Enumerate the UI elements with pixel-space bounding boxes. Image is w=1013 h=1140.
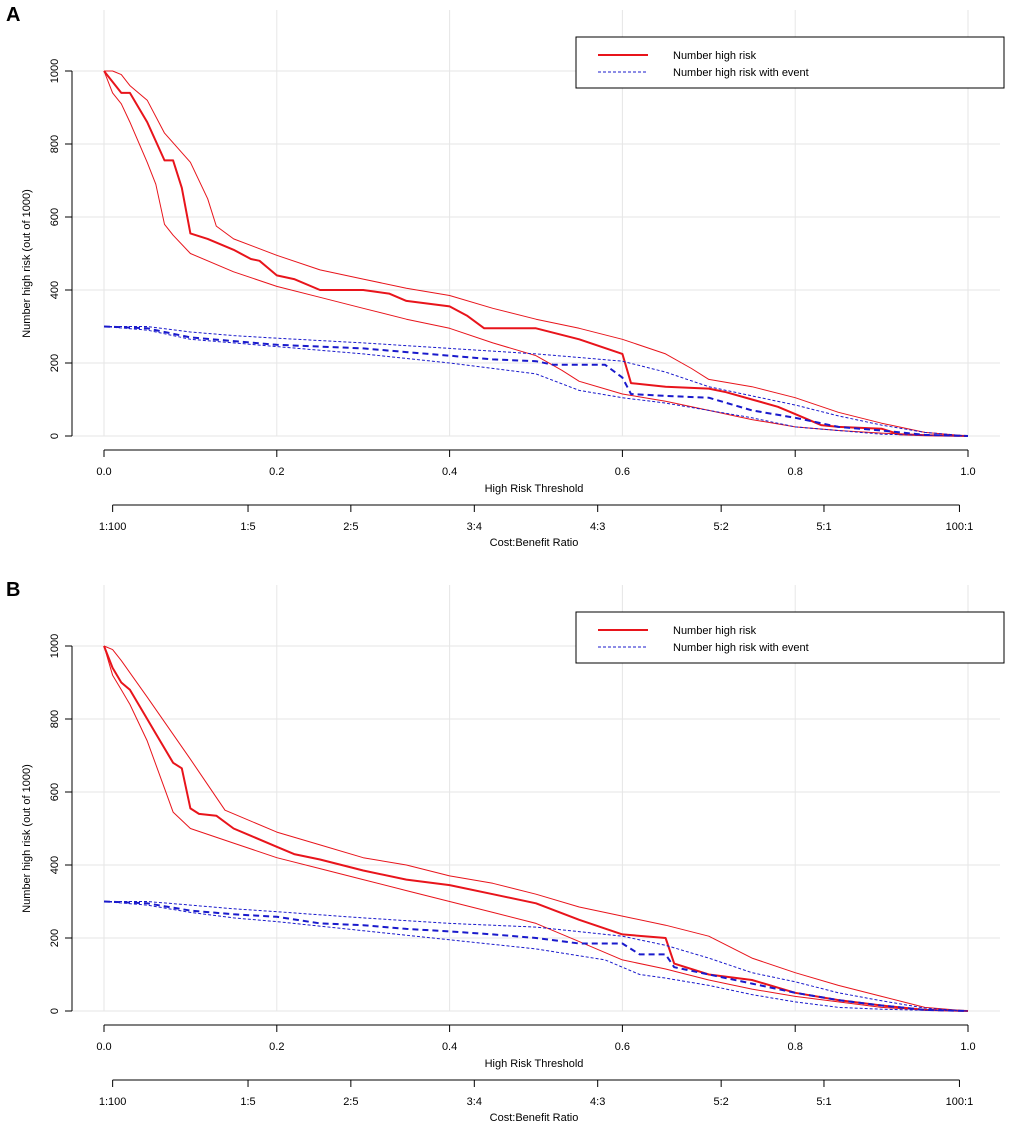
legend-label: Number high risk bbox=[673, 625, 757, 637]
y-tick-label: 800 bbox=[49, 135, 61, 153]
y-tick-label: 600 bbox=[49, 208, 61, 226]
y-tick-label: 400 bbox=[49, 281, 61, 299]
x-tick-label: 0.0 bbox=[96, 1041, 111, 1053]
decision-curve-chart: 0 200 400 600 800 1000 Number high risk (out o… bbox=[21, 10, 1005, 549]
y-tick-label: 0 bbox=[49, 1008, 61, 1014]
x-tick-label: 0.8 bbox=[788, 466, 803, 478]
y-tick-label: 400 bbox=[49, 856, 61, 874]
series-number-high-risk-with-event bbox=[103, 900, 969, 1012]
y-axis-title: Number high risk (out of 1000) bbox=[21, 189, 33, 338]
x-axis-title: High Risk Threshold bbox=[485, 1058, 584, 1070]
y-tick-label: 1000 bbox=[49, 59, 61, 83]
panel-label: B bbox=[6, 579, 21, 601]
series-number-high-risk-with-event-upper bbox=[104, 901, 969, 1012]
x-tick-label: 0.6 bbox=[615, 466, 630, 478]
series-number-high-risk bbox=[103, 70, 969, 437]
x-axis-title: High Risk Threshold bbox=[485, 483, 584, 495]
ratio-tick-label: 2:5 bbox=[343, 521, 358, 533]
series-number-high-risk-lower bbox=[103, 70, 969, 437]
ratio-tick-label: 3:4 bbox=[467, 521, 482, 533]
series-number-high-risk-with-event-lower bbox=[103, 901, 969, 1012]
ratio-tick-label: 100:1 bbox=[946, 1096, 974, 1108]
x-tick-label: 1.0 bbox=[960, 466, 975, 478]
ratio-tick-label: 5:2 bbox=[714, 521, 729, 533]
ratio-tick-label: 5:1 bbox=[816, 1096, 831, 1108]
y-tick-label: 1000 bbox=[49, 634, 61, 658]
ratio-tick-label: 5:2 bbox=[714, 1096, 729, 1108]
x-tick-label: 0.0 bbox=[96, 466, 111, 478]
x-tick-label: 0.4 bbox=[442, 466, 457, 478]
x-tick-label: 0.2 bbox=[269, 1041, 284, 1053]
legend-label: Number high risk with event bbox=[673, 642, 809, 654]
ratio-tick-label: 1:100 bbox=[99, 1096, 127, 1108]
legend-box bbox=[575, 611, 1005, 664]
ratio-tick-label: 2:5 bbox=[343, 1096, 358, 1108]
x-tick-label: 0.8 bbox=[788, 1041, 803, 1053]
y-axis-title: Number high risk (out of 1000) bbox=[21, 764, 33, 913]
series-number-high-risk-lower bbox=[103, 645, 969, 1012]
x-tick-label: 0.2 bbox=[269, 466, 284, 478]
y-tick-label: 600 bbox=[49, 783, 61, 801]
legend-label: Number high risk with event bbox=[673, 67, 809, 79]
x-tick-label: 0.6 bbox=[615, 1041, 630, 1053]
x-tick-label: 0.4 bbox=[442, 1041, 457, 1053]
series-number-high-risk-upper bbox=[104, 70, 969, 437]
ratio-tick-label: 1:5 bbox=[240, 521, 255, 533]
ratio-tick-label: 5:1 bbox=[816, 521, 831, 533]
series-number-high-risk-with-event-upper bbox=[104, 326, 969, 437]
panel-b: B 0 200 400 600 800 1000 Number high risk (out… bbox=[0, 575, 1013, 1135]
panel-a: A 0 200 400 600 800 1000 Number high risk (out… bbox=[0, 0, 1013, 560]
panel-label: A bbox=[6, 4, 21, 26]
y-tick-label: 200 bbox=[49, 354, 61, 372]
y-tick-label: 200 bbox=[49, 929, 61, 947]
ratio-tick-label: 4:3 bbox=[590, 1096, 605, 1108]
x-tick-label: 1.0 bbox=[960, 1041, 975, 1053]
decision-curve-chart: 0 200 400 600 800 1000 Number high risk (out o… bbox=[21, 585, 1005, 1124]
ratio-axis-title: Cost:Benefit Ratio bbox=[490, 1112, 579, 1124]
ratio-tick-label: 3:4 bbox=[467, 1096, 482, 1108]
ratio-axis-title: Cost:Benefit Ratio bbox=[490, 537, 579, 549]
ratio-tick-label: 1:5 bbox=[240, 1096, 255, 1108]
legend-box bbox=[575, 36, 1005, 89]
y-tick-label: 800 bbox=[49, 710, 61, 728]
ratio-tick-label: 1:100 bbox=[99, 521, 127, 533]
ratio-tick-label: 100:1 bbox=[946, 521, 974, 533]
series-number-high-risk bbox=[103, 645, 969, 1012]
y-tick-label: 0 bbox=[49, 433, 61, 439]
series-number-high-risk-upper bbox=[103, 645, 969, 1012]
series-number-high-risk-with-event-lower bbox=[103, 326, 969, 437]
ratio-tick-label: 4:3 bbox=[590, 521, 605, 533]
legend-label: Number high risk bbox=[673, 50, 757, 62]
series-number-high-risk-with-event bbox=[103, 325, 969, 437]
